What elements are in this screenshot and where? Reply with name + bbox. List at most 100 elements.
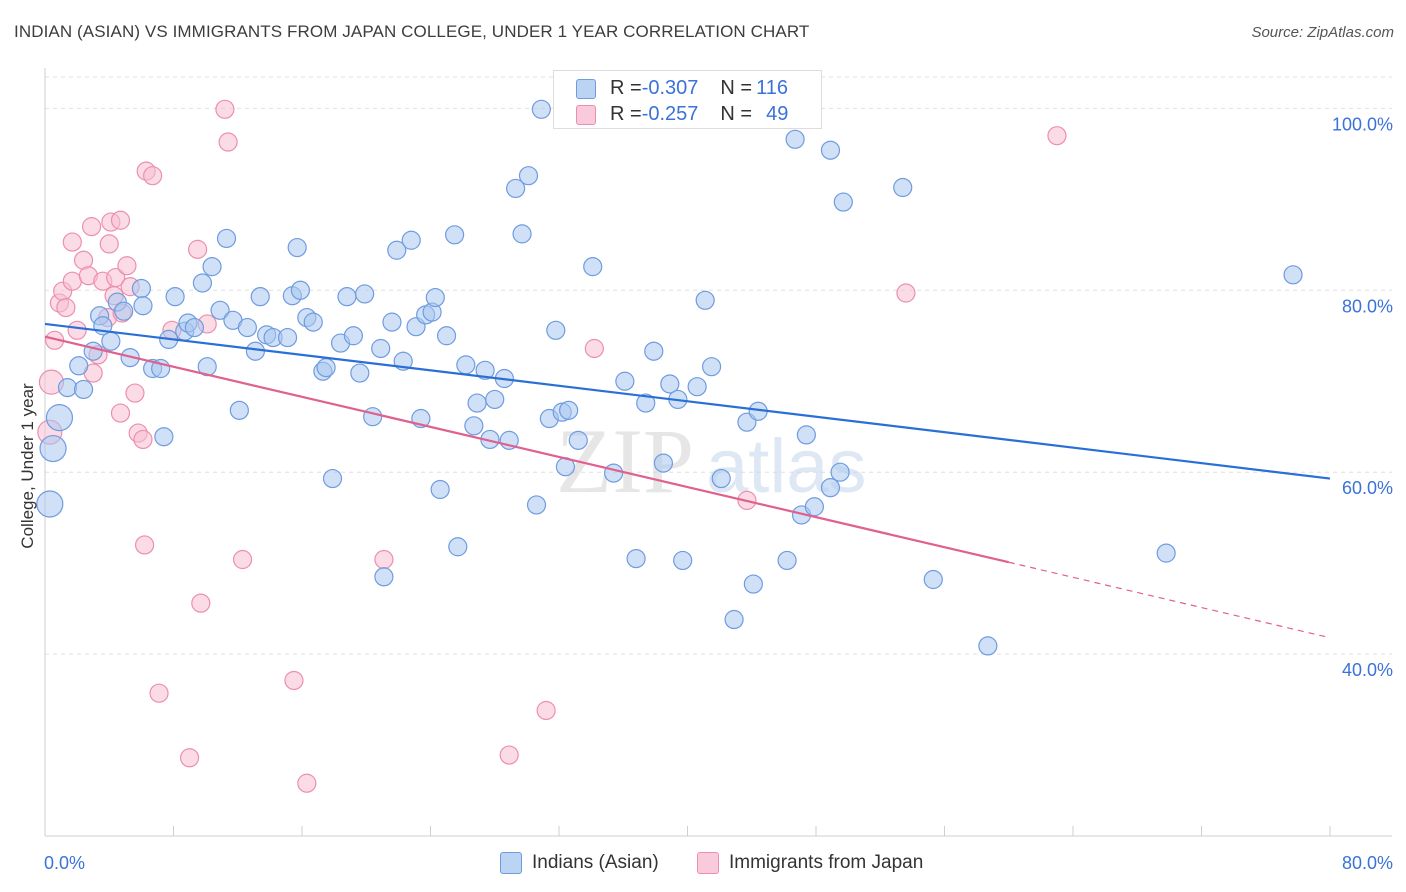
data-point-indians (425, 287, 445, 308)
data-point-indians (210, 300, 230, 320)
data-point-indians (636, 393, 656, 413)
data-point-indians (387, 240, 407, 260)
data-point-indians (245, 341, 266, 361)
data-point-indians (401, 230, 421, 250)
data-point-indians (277, 327, 298, 348)
data-point-indians (316, 357, 336, 378)
data-point-indians (506, 178, 526, 199)
data-point-indians (833, 192, 853, 212)
data-point-japan (143, 166, 163, 186)
data-point-japan (297, 773, 317, 793)
data-point-indians (337, 287, 357, 307)
data-point-indians (1283, 265, 1303, 285)
stats-swatch-pink (576, 104, 596, 125)
data-point-japan (67, 320, 87, 340)
data-point-indians (39, 434, 67, 463)
data-point-indians (830, 462, 850, 482)
data-point-japan (215, 99, 235, 119)
data-point-indians (796, 425, 816, 445)
series-indians-asian (36, 99, 1303, 656)
data-point-japan (117, 256, 137, 276)
data-point-indians (448, 537, 468, 557)
data-point-indians (355, 284, 375, 304)
stats-swatch-blue (576, 78, 596, 99)
watermark: ZIP atlas (556, 410, 867, 512)
data-point-japan (133, 429, 153, 450)
data-point-indians (45, 404, 74, 432)
stats-r-label: R = (610, 103, 642, 125)
data-point-japan (374, 549, 394, 570)
data-point-japan (179, 748, 200, 768)
chart-title: INDIAN (ASIAN) VS IMMIGRANTS FROM JAPAN … (14, 22, 810, 41)
data-point-indians (701, 357, 722, 377)
data-point-indians (322, 468, 343, 489)
data-point-indians (101, 331, 121, 351)
data-point-indians (165, 287, 185, 307)
data-point-indians (430, 479, 450, 500)
data-point-indians (804, 497, 824, 517)
data-point-indians (36, 490, 64, 518)
legend-label-indians: Indians (Asian) (532, 852, 659, 873)
data-point-indians (485, 389, 505, 410)
data-point-japan (284, 670, 304, 691)
data-point-indians (724, 609, 744, 630)
data-point-indians (604, 463, 624, 483)
data-point-indians (343, 326, 363, 346)
data-point-indians (531, 99, 551, 119)
data-point-indians (1156, 543, 1176, 563)
data-point-indians (653, 453, 674, 473)
data-point-indians (154, 427, 174, 447)
data-point-indians (820, 478, 841, 498)
data-point-indians (303, 312, 323, 332)
y-tick-label: 80.0% (1342, 296, 1393, 316)
data-point-indians (820, 140, 841, 160)
data-point-indians (363, 407, 383, 427)
trend-line-japan (44, 335, 1010, 564)
y-tick-label: 60.0% (1342, 478, 1393, 498)
data-point-japan (218, 132, 238, 152)
legend-item-indians[interactable]: Indians (Asian) (500, 852, 659, 874)
data-point-indians (382, 312, 402, 332)
stats-row-indians: R = -0.307 N = 116 (576, 77, 788, 100)
data-point-indians (192, 273, 213, 293)
data-point-indians (73, 379, 94, 400)
stats-n-label: N = (720, 103, 753, 125)
legend-item-japan[interactable]: Immigrants from Japan (697, 852, 923, 874)
data-point-indians (546, 320, 566, 340)
data-point-japan (110, 210, 131, 230)
y-tick-label: 40.0% (1342, 660, 1393, 680)
data-point-indians (526, 495, 547, 515)
data-point-indians (464, 416, 484, 436)
data-point-indians (202, 257, 222, 277)
data-point-indians (475, 360, 495, 380)
data-point-indians (114, 301, 134, 321)
data-point-indians (559, 400, 579, 420)
data-point-japan (187, 239, 208, 259)
data-point-indians (512, 224, 532, 244)
stats-r-value: -0.307 (641, 77, 699, 99)
x-tick-label: 80.0% (1342, 853, 1393, 873)
data-point-indians (69, 356, 89, 376)
data-point-indians (456, 355, 476, 375)
trend-lines (44, 322, 1331, 639)
stats-n-value: 49 (766, 103, 789, 125)
data-point-indians (237, 317, 257, 338)
data-point-indians (250, 287, 270, 307)
x-tick-label: 0.0% (44, 853, 85, 873)
data-point-indians (673, 550, 693, 571)
data-point-indians (350, 363, 370, 383)
data-point-indians (371, 338, 391, 359)
data-point-indians (893, 177, 913, 198)
data-point-japan (81, 217, 102, 237)
data-point-indians (216, 228, 237, 249)
tick-labels: 40.0% 60.0% 80.0% 100.0% 0.0% 80.0% (44, 114, 1393, 873)
data-point-japan (232, 549, 253, 570)
data-point-indians (83, 341, 103, 361)
data-point-indians (131, 278, 151, 299)
data-point-japan (149, 683, 169, 703)
data-point-indians (444, 225, 465, 245)
data-point-indians (184, 317, 204, 338)
stats-legend: R = -0.307 N = 116 R = -0.257 N = 49 (553, 70, 822, 129)
data-point-japan (499, 745, 519, 765)
data-point-indians (436, 326, 457, 346)
